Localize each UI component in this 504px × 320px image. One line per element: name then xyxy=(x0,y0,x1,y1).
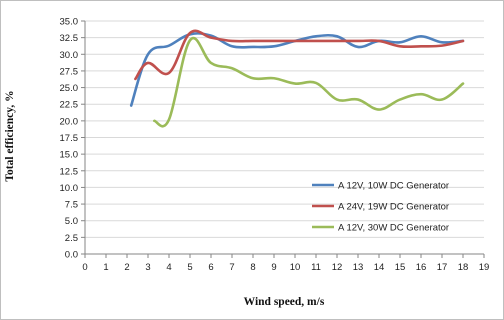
x-tick-label: 3 xyxy=(145,262,150,273)
y-tick-label: 2.5 xyxy=(65,233,78,244)
y-tick-label: 7.5 xyxy=(65,200,78,211)
x-tick-label: 17 xyxy=(437,262,448,273)
x-tick-label: 4 xyxy=(166,262,171,273)
x-tick-label: 6 xyxy=(208,262,213,273)
x-tick-label: 11 xyxy=(311,262,321,273)
gridlines xyxy=(85,20,484,238)
x-tick-label: 7 xyxy=(229,262,234,273)
x-tick-label: 10 xyxy=(290,262,301,273)
x-axis-title: Wind speed, m/s xyxy=(244,296,325,308)
y-tick-label: 25.0 xyxy=(60,83,79,94)
x-tick-label: 2 xyxy=(124,262,129,273)
y-tick-label: 35.0 xyxy=(60,17,79,28)
y-tick-label: 17.5 xyxy=(60,133,79,144)
y-tick-label: 27.5 xyxy=(60,66,79,77)
y-tick-label: 12.5 xyxy=(60,166,79,177)
x-tick-label: 13 xyxy=(353,262,364,273)
x-tick-label: 8 xyxy=(250,262,255,273)
y-tick-label: 10.0 xyxy=(60,183,79,194)
legend-label-3: A 12V, 30W DC Generator xyxy=(338,223,449,234)
x-tick-label: 16 xyxy=(416,262,427,273)
x-tick-label: 15 xyxy=(395,262,406,273)
x-tick-label: 0 xyxy=(82,262,87,273)
x-tick-label: 9 xyxy=(271,262,276,273)
axes: 0.0 2.5 5.0 7.5 10.0 12.5 15.0 17.5 20.0 22.5 25.0… xyxy=(60,17,490,274)
x-tick-label: 12 xyxy=(332,262,343,273)
y-tick-label: 32.5 xyxy=(60,33,79,44)
legend-label-2: A 24V, 19W DC Generator xyxy=(338,202,449,213)
x-tick-label: 14 xyxy=(374,262,385,273)
x-tick-label: 1 xyxy=(103,262,108,273)
y-tick-label: 5.0 xyxy=(65,216,78,227)
x-tick-label: 5 xyxy=(187,262,192,273)
y-tick-label: 20.0 xyxy=(60,116,79,127)
series-line-2 xyxy=(134,29,465,81)
series-line-3 xyxy=(153,36,465,128)
legend: A 12V, 10W DC Generator A 24V, 19W DC Gen… xyxy=(312,181,449,234)
y-tick-label: 15.0 xyxy=(60,150,79,161)
y-tick-label: 0.0 xyxy=(65,250,78,261)
legend-label-1: A 12V, 10W DC Generator xyxy=(338,181,449,192)
x-tick-label: 18 xyxy=(458,262,469,273)
y-tick-label: 30.0 xyxy=(60,50,79,61)
y-axis-title: Total efficiency, % xyxy=(4,90,16,181)
y-tick-label: 22.5 xyxy=(60,100,79,111)
x-tick-label: 19 xyxy=(479,262,490,273)
series-lines xyxy=(129,29,465,128)
